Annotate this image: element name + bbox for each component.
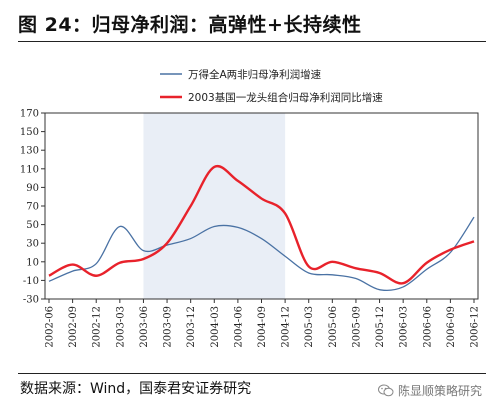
wechat-icon (377, 384, 394, 397)
legend-label: 万得全A两非归母净利润增速 (188, 68, 322, 81)
watermark-label: 陈显顺策略研究 (397, 384, 482, 398)
x-tick-label: 2004-12 (281, 306, 292, 348)
shaded-period-layer (143, 113, 286, 299)
x-tick-label: 2003-12 (186, 306, 197, 348)
y-tick-label: 50 (26, 220, 39, 231)
x-tick-label: 2003-09 (163, 306, 174, 348)
y-tick-label: -30 (23, 295, 39, 306)
y-tick-label: 170 (20, 109, 39, 120)
y-tick-label: -10 (23, 276, 39, 287)
x-tick-label: 2006-09 (446, 306, 457, 348)
series-line-leaders (48, 164, 475, 285)
title-divider (18, 41, 486, 42)
x-tick-label: 2004-06 (233, 306, 244, 348)
x-tick-label: 2002-06 (45, 306, 56, 348)
x-tick-label: 2004-09 (257, 306, 268, 348)
x-tick-label: 2005-12 (375, 306, 386, 348)
x-tick-label: 2002-09 (68, 306, 79, 348)
y-tick-label: 130 (20, 146, 39, 157)
x-tick-label: 2005-09 (351, 306, 362, 348)
y-tick-label: 30 (26, 239, 39, 250)
shaded-period (143, 113, 286, 299)
watermark: 陈显顺策略研究 (377, 382, 482, 399)
x-tick-label: 2003-03 (115, 306, 126, 348)
y-tick-label: 90 (26, 183, 39, 194)
y-tick-label: 150 (20, 127, 39, 138)
x-tick-label: 2004-03 (210, 306, 221, 348)
x-tick-label: 2006-06 (422, 306, 433, 348)
series-lines (48, 164, 475, 291)
y-tick-label: 70 (26, 202, 39, 213)
x-tick-label: 2003-06 (139, 306, 150, 348)
legend: 万得全A两非归母净利润增速 2003基国一龙头组合归母净利润同比增速 (160, 68, 383, 104)
x-tick-label: 2006-12 (470, 306, 481, 348)
legend-label: 2003基国一龙头组合归母净利润同比增速 (188, 91, 383, 104)
x-tick-label: 2002-12 (92, 306, 103, 348)
y-tick-label: 10 (26, 257, 39, 268)
x-tick-label: 2006-03 (399, 306, 410, 348)
axes: -30 -10 10 30 50 70 90 110 130 150 170 2002-06 2002-… (20, 109, 481, 348)
x-tick-label: 2005-03 (304, 306, 315, 348)
x-tick-label: 2005-06 (328, 306, 339, 348)
series-line-market (48, 216, 475, 291)
figure-title: 图 24：归母净利润：高弹性+长持续性 (18, 14, 362, 36)
data-source-note: 数据来源：Wind，国泰君安证券研究 (20, 381, 252, 397)
source-divider (18, 373, 486, 374)
y-tick-label: 110 (20, 164, 39, 175)
